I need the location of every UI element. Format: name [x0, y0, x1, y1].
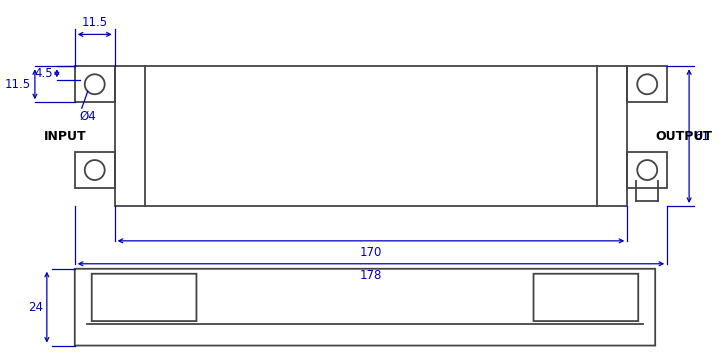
Text: 4.5: 4.5: [34, 67, 53, 80]
Bar: [627, 152, 667, 188]
Text: 178: 178: [360, 269, 382, 282]
Text: Ø4: Ø4: [80, 110, 97, 123]
Bar: [627, 66, 667, 102]
Bar: [115, 66, 627, 206]
Text: OUTPUT: OUTPUT: [655, 130, 712, 143]
Bar: [75, 152, 115, 188]
Text: 170: 170: [360, 246, 382, 259]
Text: 61: 61: [694, 130, 709, 143]
Text: INPUT: INPUT: [44, 130, 87, 143]
Bar: [75, 66, 115, 102]
Text: 11.5: 11.5: [5, 78, 31, 91]
Text: 11.5: 11.5: [81, 16, 108, 29]
Text: 24: 24: [28, 301, 43, 314]
